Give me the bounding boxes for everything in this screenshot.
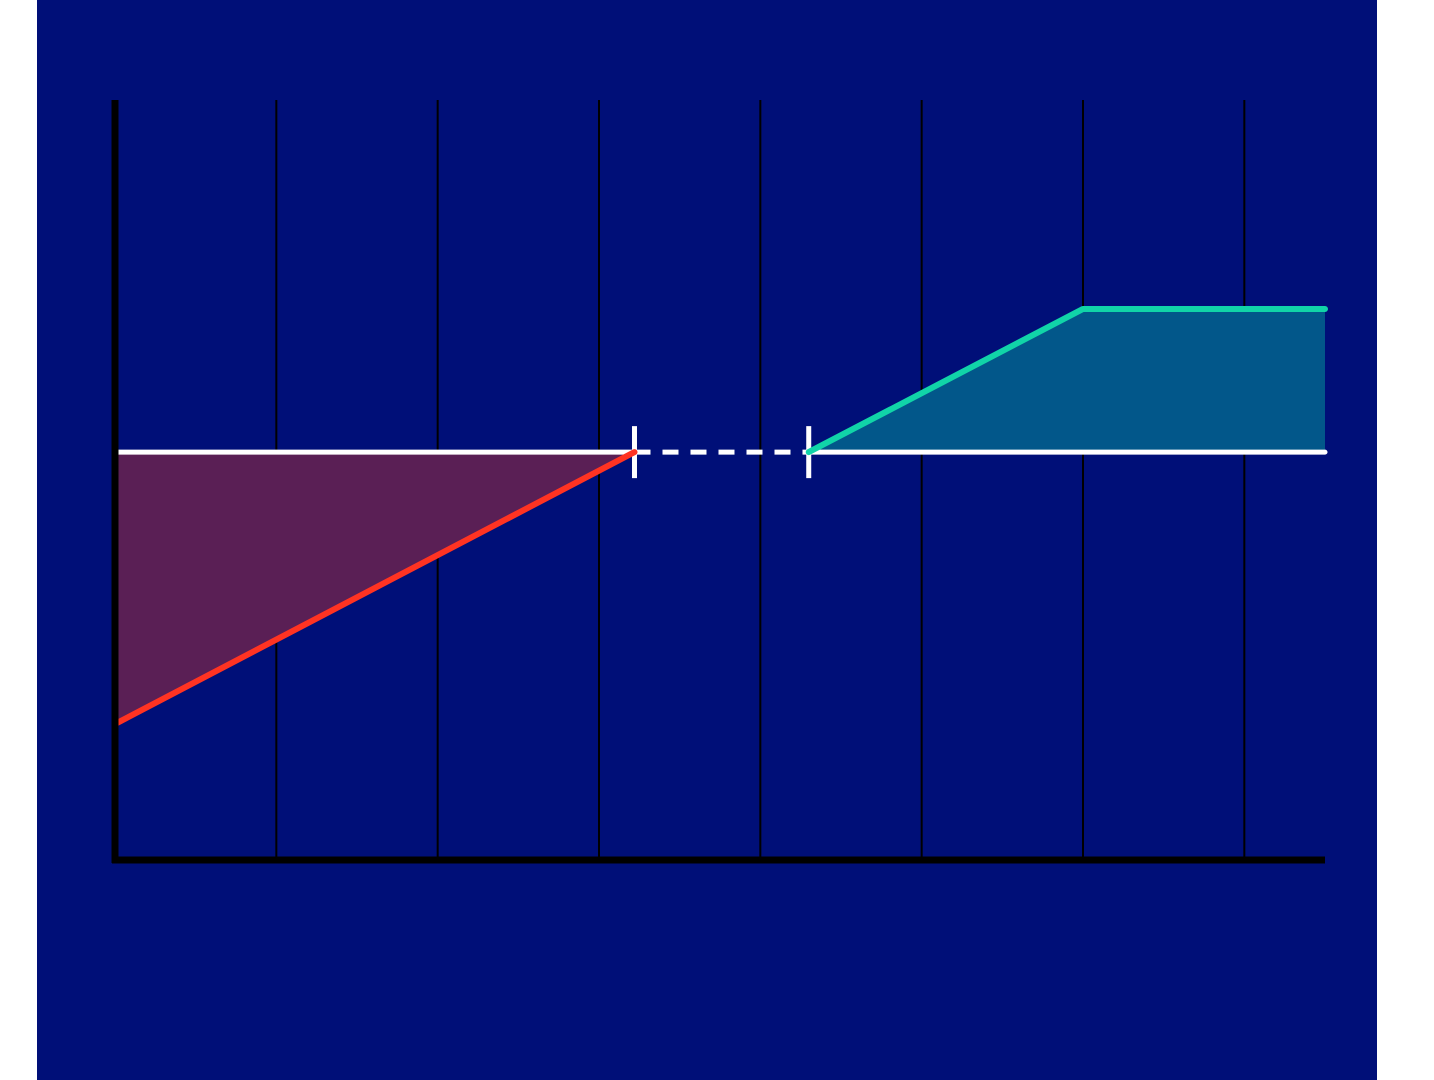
series-line: [805, 305, 1328, 456]
series-line: [112, 449, 638, 728]
area-fill: [808, 308, 1325, 453]
